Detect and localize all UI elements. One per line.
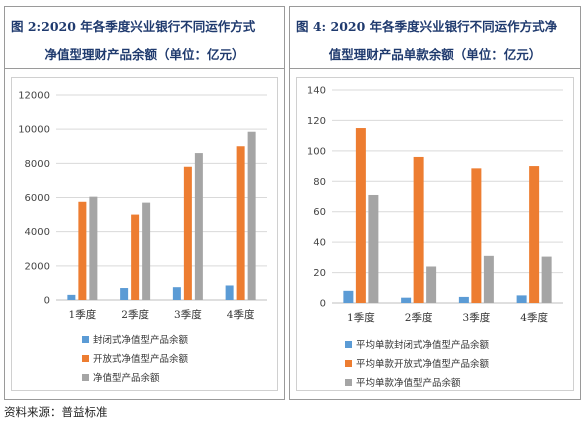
chart1-legend-label: 平均单款开放式净值型产品余额 (356, 358, 490, 370)
chart1-bar-s2-c0 (368, 194, 379, 303)
chart1-y-tick-label: 60 (313, 207, 326, 218)
chart1-bar-s1-c0 (355, 128, 366, 303)
chart0-legend-swatch (82, 374, 89, 381)
figure-2-chart-area: 0 2000 4000 6000 8000 10000 12000 1季度 2季度 3季度 4季度封… (11, 77, 278, 391)
chart0-bar-s2-c1 (142, 202, 151, 300)
chart1-y-tick-label: 140 (307, 86, 326, 97)
chart1-category-label: 2季度 (405, 311, 433, 324)
chart1-bar-s0-c0 (343, 290, 354, 303)
chart1-category-label: 4季度 (520, 311, 548, 324)
chart0-y-tick-label: 10000 (18, 125, 50, 136)
chart1-y-tick-label: 100 (307, 146, 326, 157)
chart0-y-tick-label: 8000 (25, 159, 50, 170)
chart0-bar-s2-c3 (247, 131, 256, 300)
figure-4-chart-area: 0 20 40 60 80 100 120 140 1季度 2季度 3季度 4季度平均单款封闭式净值型… (296, 77, 574, 391)
source-note: 资料来源：普益标准 (4, 405, 108, 419)
chart0-bar-s2-c0 (89, 196, 98, 300)
chart1-y-tick-label: 20 (313, 268, 326, 279)
chart0-legend-label: 封闭式净值型产品余额 (93, 334, 189, 346)
chart0-legend-label: 净值型产品余额 (93, 372, 160, 384)
chart1-bar-s1-c2 (471, 168, 482, 303)
chart1-legend-swatch (345, 341, 352, 348)
chart0-bar-s1-c1 (131, 214, 140, 300)
figure-2-panel: 图 2:2020 年各季度兴业银行不同运作方式 净值型理财产品余额（单位：亿元）… (4, 6, 285, 400)
chart1-y-tick-label: 40 (313, 238, 326, 249)
chart1-category-label: 3季度 (463, 311, 491, 324)
figure-2-title-line1: 图 2:2020 年各季度兴业银行不同运作方式 (11, 19, 256, 34)
chart0-category-label: 4季度 (227, 308, 255, 321)
chart0-bar-s2-c2 (194, 153, 203, 300)
figure-4-bar-chart: 0 20 40 60 80 100 120 140 1季度 2季度 3季度 4季度平均单款封闭式净值型… (307, 86, 563, 389)
chart0-bar-s1-c3 (236, 146, 245, 300)
figure-2-title-line2: 净值型理财产品余额（单位：亿元） (44, 47, 245, 62)
chart1-y-tick-label: 80 (313, 177, 326, 188)
chart1-legend-swatch (345, 360, 352, 367)
chart1-bar-s2-c3 (541, 256, 552, 303)
chart1-bar-s1-c1 (413, 156, 424, 303)
chart1-bar-s1-c3 (529, 166, 540, 303)
chart0-bar-s0-c3 (225, 285, 234, 300)
chart0-legend-label: 开放式净值型产品余额 (93, 353, 189, 365)
figure-4-title-line2: 值型理财产品单款余额（单位：亿元） (328, 47, 542, 62)
figure-4-title: 图 4: 2020 年各季度兴业银行不同运作方式净 值型理财产品单款余额（单位：… (290, 7, 580, 69)
chart0-bar-s0-c2 (172, 287, 181, 300)
chart0-y-tick-label: 4000 (25, 227, 50, 238)
figure-2-bar-chart: 0 2000 4000 6000 8000 10000 12000 1季度 2季度 3季度 4季度封… (18, 91, 267, 384)
chart0-y-tick-label: 0 (44, 296, 50, 307)
chart1-category-label: 1季度 (347, 311, 375, 324)
chart1-bar-s0-c1 (401, 297, 412, 303)
chart0-category-label: 2季度 (121, 308, 149, 321)
chart0-y-tick-label: 2000 (25, 261, 50, 272)
chart1-legend-label: 平均单款封闭式净值型产品余额 (356, 339, 490, 351)
figure-4-panel: 图 4: 2020 年各季度兴业银行不同运作方式净 值型理财产品单款余额（单位：… (289, 6, 581, 400)
chart1-bar-s0-c3 (516, 295, 527, 303)
chart1-legend-swatch (345, 379, 352, 386)
chart0-bar-s1-c0 (78, 201, 87, 300)
chart1-y-tick-label: 0 (320, 299, 326, 310)
chart1-bar-s2-c2 (483, 255, 494, 303)
chart1-legend-label: 平均单款净值型产品余额 (356, 377, 461, 389)
figure-2-title: 图 2:2020 年各季度兴业银行不同运作方式 净值型理财产品余额（单位：亿元） (5, 7, 284, 69)
figure-4-title-line1: 图 4: 2020 年各季度兴业银行不同运作方式净 (296, 19, 558, 34)
chart0-category-label: 3季度 (174, 308, 202, 321)
chart0-bar-s1-c2 (183, 166, 192, 300)
chart1-bar-s2-c1 (426, 266, 437, 303)
chart1-y-tick-label: 120 (307, 116, 326, 127)
chart0-legend-swatch (82, 355, 89, 362)
chart0-bar-s0-c0 (67, 294, 76, 300)
chart0-bar-s0-c1 (120, 288, 129, 300)
chart0-legend-swatch (82, 336, 89, 343)
chart0-y-tick-label: 6000 (25, 193, 50, 204)
chart0-y-tick-label: 12000 (18, 91, 50, 102)
chart0-category-label: 1季度 (69, 308, 97, 321)
chart1-bar-s0-c2 (458, 296, 469, 303)
